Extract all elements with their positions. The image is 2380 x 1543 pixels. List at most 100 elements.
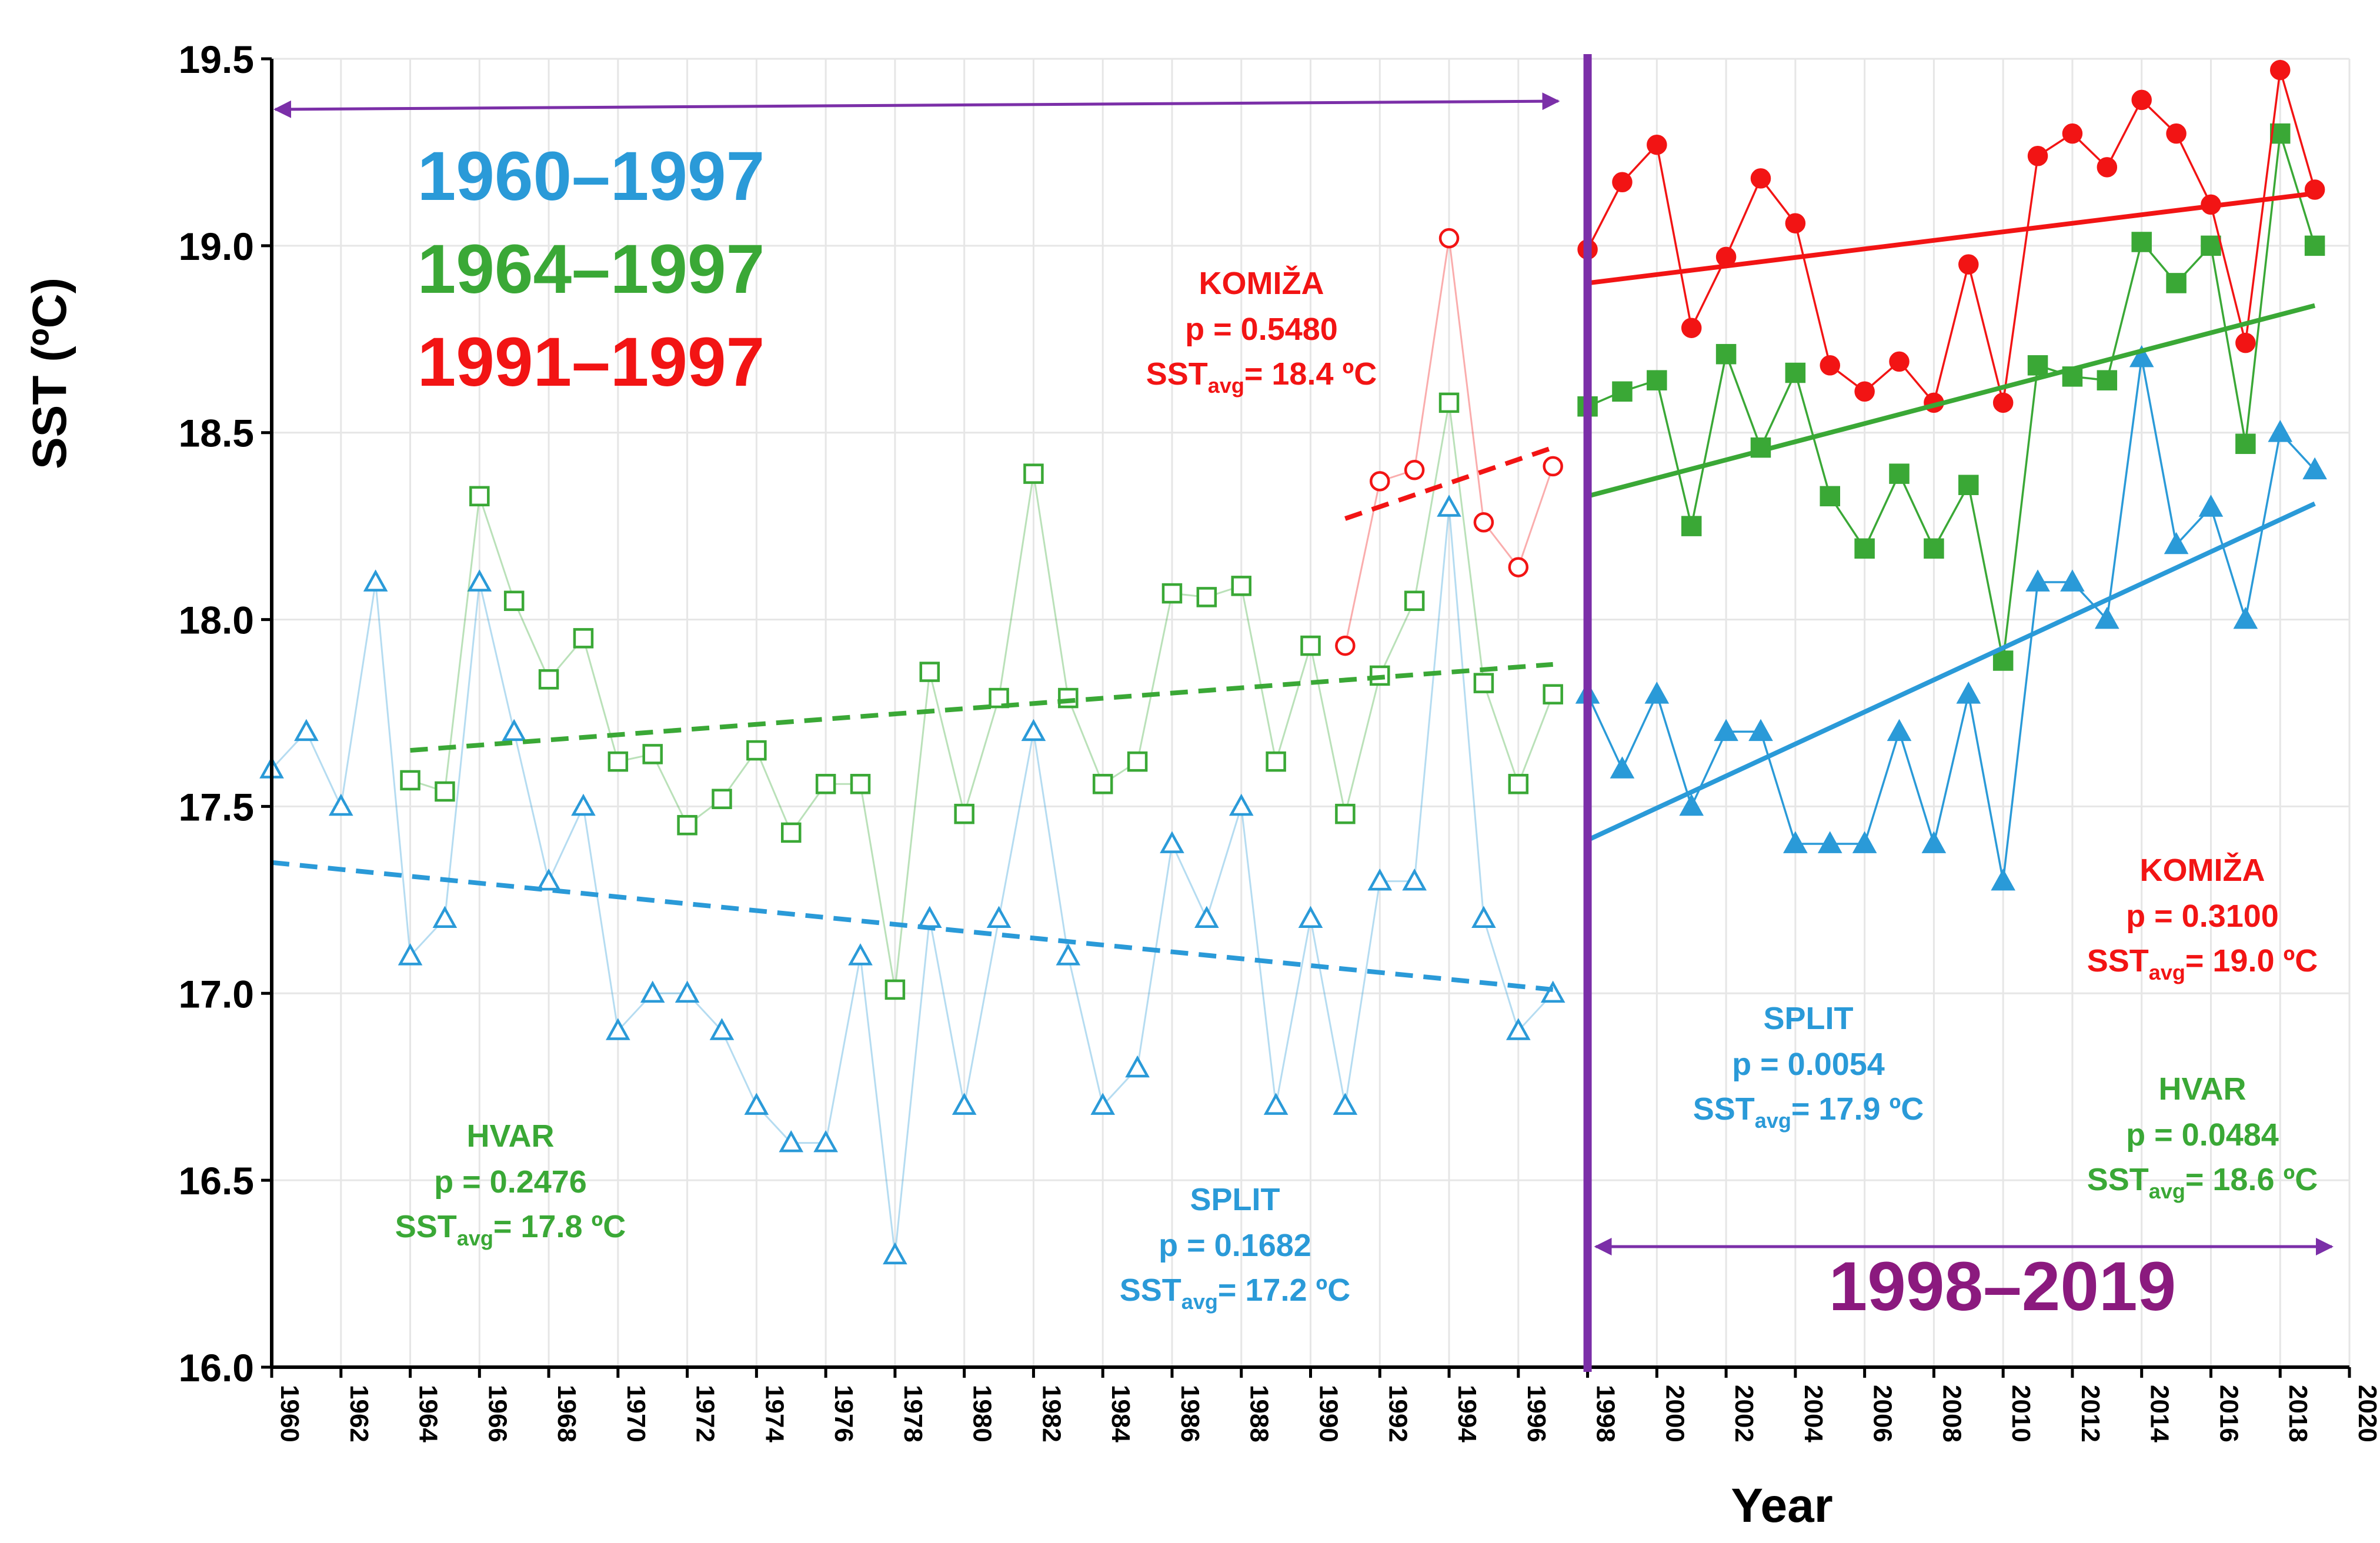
data-point-hvar <box>607 751 629 772</box>
data-point-hvar <box>1715 343 1737 365</box>
data-point-split <box>1402 868 1427 891</box>
data-point-hvar <box>1543 684 1563 704</box>
data-point-split <box>1160 831 1184 853</box>
data-point-komiza <box>2235 332 2256 353</box>
period-label-split-early: 1960–1997 <box>418 138 765 215</box>
data-point-split <box>2198 495 2224 517</box>
x-axis-title: Year <box>1731 1479 1832 1532</box>
data-point-split <box>813 1130 838 1153</box>
x-tick-label: 1972 <box>691 1385 720 1442</box>
data-point-split <box>1125 1055 1150 1078</box>
x-tick-label: 2020 <box>2353 1385 2380 1442</box>
data-point-hvar <box>1196 587 1217 607</box>
stats-split-early-sst: SSTavg= 17.2 ºC <box>1120 1273 1350 1314</box>
x-tick-label: 2004 <box>1799 1385 1828 1442</box>
data-point-split <box>328 793 353 816</box>
stats-split-early-name: SPLIT <box>1190 1182 1280 1217</box>
trend-layer <box>271 191 2316 992</box>
x-tick-label: 2008 <box>1937 1385 1966 1442</box>
stats-hvar-early-p: p = 0.2476 <box>434 1164 587 1200</box>
data-point-hvar <box>435 781 455 802</box>
data-point-split <box>1714 719 1738 742</box>
data-point-split <box>432 906 458 928</box>
sst-sub: avg <box>457 1226 493 1250</box>
data-point-split <box>2094 606 2119 629</box>
trend-line-komiza-early <box>1344 445 1554 521</box>
data-point-split <box>952 1093 977 1115</box>
data-point-hvar <box>954 803 974 824</box>
data-point-komiza <box>1681 318 1702 338</box>
data-point-hvar <box>815 774 836 794</box>
stats-split-late-name: SPLIT <box>1763 1001 1853 1036</box>
data-point-komiza <box>1958 254 1979 275</box>
x-tick-label: 1992 <box>1383 1385 1412 1442</box>
data-point-hvar <box>1992 650 2014 671</box>
data-point-hvar <box>2166 273 2187 293</box>
stats-komiza-late-sst: SSTavg= 19.0 ºC <box>2087 943 2318 984</box>
y-tick-label: 19.0 <box>179 225 254 268</box>
y-tick-label: 17.5 <box>179 785 254 829</box>
x-tick-label: 1990 <box>1314 1385 1343 1442</box>
data-point-hvar <box>503 590 525 612</box>
data-point-hvar <box>1092 774 1113 794</box>
data-point-split <box>1817 831 1842 853</box>
data-point-hvar <box>400 770 420 791</box>
x-tick-label: 2002 <box>1730 1385 1758 1442</box>
stats-komiza-early-sst: SSTavg= 18.4 ºC <box>1146 356 1377 398</box>
series-line-hvar-early <box>410 402 1554 990</box>
y-tick-label: 16.5 <box>179 1159 254 1203</box>
data-point-split <box>2025 569 2050 592</box>
data-point-split <box>1610 756 1635 779</box>
x-tick-label: 1986 <box>1176 1385 1204 1442</box>
trend-line-komiza-late <box>1587 191 2315 286</box>
stats-komiza-early-p: p = 0.5480 <box>1185 312 1338 347</box>
stats-komiza-late: KOMIŽA p = 0.3100 SSTavg= 19.0 ºC <box>2087 852 2318 984</box>
x-tick-label: 2006 <box>1868 1385 1897 1442</box>
y-tick-label: 19.5 <box>179 38 254 81</box>
sst-value: = 19.0 ºC <box>2185 943 2318 978</box>
stats-komiza-late-p: p = 0.3100 <box>2126 899 2279 934</box>
data-point-split <box>1021 719 1046 742</box>
data-point-komiza <box>1854 381 1875 402</box>
data-point-hvar <box>2131 232 2152 252</box>
data-point-hvar <box>1785 362 1806 383</box>
data-point-hvar <box>712 789 732 809</box>
data-point-split <box>1367 868 1393 891</box>
data-point-komiza <box>2097 157 2118 178</box>
data-point-hvar <box>642 744 663 764</box>
x-tick-label: 1980 <box>968 1385 997 1442</box>
data-point-split <box>1194 906 1219 928</box>
data-point-komiza <box>1438 228 1460 249</box>
data-point-komiza <box>1820 355 1840 376</box>
data-point-hvar <box>919 662 940 682</box>
stats-komiza-early-name: KOMIŽA <box>1199 265 1324 301</box>
data-point-hvar <box>677 814 697 836</box>
data-point-split <box>779 1130 804 1153</box>
data-point-komiza <box>1473 512 1494 533</box>
data-point-komiza <box>2131 89 2152 111</box>
data-point-split <box>571 793 596 816</box>
data-point-hvar <box>1647 370 1667 390</box>
data-point-split <box>2060 569 2085 592</box>
series-line-split-late <box>1586 358 2316 881</box>
sst-sub: avg <box>2149 960 2185 984</box>
data-point-komiza <box>1508 557 1529 577</box>
data-point-hvar <box>469 486 490 507</box>
stats-hvar-late-sst: SSTavg= 18.6 ºC <box>2087 1162 2318 1203</box>
stats-split-late-sst: SSTavg= 17.9 ºC <box>1693 1091 1924 1133</box>
data-point-hvar <box>746 740 767 761</box>
data-point-split <box>2164 532 2189 555</box>
x-tick-label: 2012 <box>2076 1385 2105 1442</box>
data-point-split <box>883 1242 907 1265</box>
data-point-split <box>675 980 700 1003</box>
sst-sub: avg <box>1181 1290 1218 1314</box>
data-point-split <box>1991 868 2015 891</box>
x-tick-label: 1984 <box>1106 1385 1135 1442</box>
data-point-split <box>1956 682 1981 704</box>
data-point-split <box>1437 495 1461 517</box>
data-point-komiza <box>1992 392 2014 413</box>
series-line-hvar-late <box>1587 133 2316 661</box>
stats-split-late: SPLIT p = 0.0054 SSTavg= 17.9 ºC <box>1693 1001 1924 1133</box>
data-point-hvar <box>850 774 871 794</box>
data-point-hvar <box>1231 576 1251 596</box>
